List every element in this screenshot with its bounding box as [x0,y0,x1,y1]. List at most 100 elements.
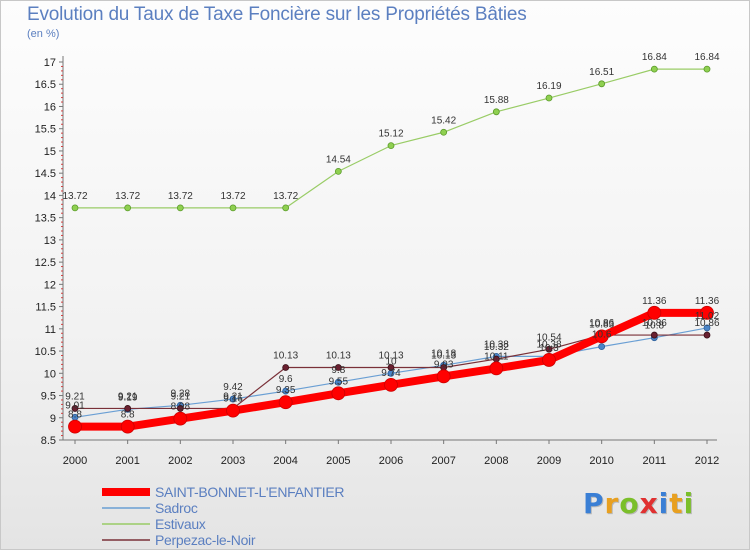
data-label-estivaux: 13.72 [168,191,193,202]
y-tick-label: 8.5 [41,435,56,447]
data-label-estivaux: 15.42 [431,115,456,126]
legend-swatch [102,523,150,525]
data-label-saint-bonnet-l-enfantier: 9.16 [223,394,243,405]
data-label-estivaux: 13.72 [115,191,140,202]
logo-letter: i [683,487,695,520]
data-label-estivaux: 13.72 [62,191,87,202]
data-point-estivaux [545,94,553,102]
data-label-sadroc: 10.8 [645,321,665,332]
data-label-estivaux: 16.19 [536,81,561,92]
y-tick-label: 17 [44,57,56,69]
logo-letter: r [604,487,620,520]
data-point-saint-bonnet-l-enfantier [542,353,556,367]
y-tick-label: 9.5 [41,391,56,403]
y-tick-label: 11.5 [35,302,56,314]
data-label-estivaux: 15.12 [378,129,403,140]
data-label-sadroc: 9.19 [118,392,138,403]
x-tick-label: 2011 [643,455,667,467]
data-point-sadroc [703,324,711,332]
data-label-perpezac-le-noir: 10.86 [694,318,719,329]
data-label-saint-bonnet-l-enfantier: 10.11 [484,351,509,362]
x-tick-label: 2007 [431,455,455,467]
data-label-perpezac-le-noir: 9.21 [118,391,138,402]
chart-data-labels: 8.8 8.88.989.169.359.559.749.9310.1110.31… [62,52,719,421]
data-point-estivaux [440,128,448,136]
logo-letter: x [639,487,659,520]
data-point-saint-bonnet-l-enfantier [173,411,188,426]
data-label-estivaux: 15.88 [484,95,509,106]
data-point-estivaux [124,204,132,212]
data-label-perpezac-le-noir: 10.54 [536,332,561,343]
data-point-estivaux [492,108,500,116]
data-label-saint-bonnet-l-enfantier: 10.83 [589,319,614,330]
x-tick-label: 2006 [379,455,403,467]
data-point-perpezac-le-noir [124,405,132,412]
logo-letter: o [619,487,640,520]
data-label-sadroc: 10.6 [592,330,612,341]
data-point-saint-bonnet-l-enfantier [384,377,398,392]
y-tick-label: 11 [45,324,56,336]
legend-label-sadroc: Sadroc [155,500,198,516]
data-label-estivaux: 13.72 [273,191,298,202]
proxiti-logo: Proxiti [583,487,694,520]
chart-title: Evolution du Taux de Taxe Foncière sur l… [27,4,527,25]
data-point-perpezac-le-noir [703,331,711,339]
y-tick-label: 13 [44,235,56,247]
data-label-saint-bonnet-l-enfantier: 9.74 [381,368,401,379]
data-label-saint-bonnet-l-enfantier: 8.98 [171,402,191,413]
data-label-saint-bonnet-l-enfantier: 11.36 [695,296,720,307]
legend-label-saint-bonnet: SAINT-BONNET-L'ENFANTIER [155,484,345,500]
y-tick-label: 12.5 [35,257,56,269]
data-label-perpezac-le-noir: 10.13 [273,351,298,362]
data-point-saint-bonnet-l-enfantier [120,419,135,434]
data-label-perpezac-le-noir: 10.86 [642,318,667,329]
data-point-estivaux [703,65,711,73]
data-label-sadroc: 9.01 [65,400,85,411]
data-point-saint-bonnet-l-enfantier [278,395,293,410]
legend-swatch [102,539,150,541]
data-point-sadroc [282,387,290,395]
data-label-perpezac-le-noir: 10.32 [484,342,509,353]
data-label-sadroc: 10.18 [431,348,456,359]
data-label-perpezac-le-noir: 10.13 [378,351,403,362]
y-tick-label: 10 [44,368,56,380]
data-point-saint-bonnet-l-enfantier [226,403,240,418]
data-label-saint-bonnet-l-enfantier: 9.93 [434,359,454,370]
y-tick-label: 15.5 [35,124,56,136]
logo-letter: P [583,487,605,520]
data-point-perpezac-le-noir [71,405,79,412]
data-label-estivaux: 16.51 [589,67,614,78]
data-point-perpezac-le-noir [545,345,553,353]
data-label-sadroc: 9.6 [279,374,293,385]
data-label-saint-bonnet-l-enfantier: 11.36 [642,296,667,307]
x-tick-label: 2012 [695,455,719,467]
data-label-saint-bonnet-l-enfantier: 8.8 [68,410,82,421]
legend-swatch [102,488,150,496]
data-label-sadroc: 9.42 [223,382,243,393]
data-label-estivaux: 13.72 [220,191,245,202]
x-tick-label: 2002 [168,455,192,467]
y-tick-label: 16.5 [35,79,56,91]
data-point-perpezac-le-noir [176,405,184,412]
y-tick-label: 14.5 [35,168,56,180]
data-point-estivaux [282,204,290,212]
data-label-saint-bonnet-l-enfantier: 8.8 [121,410,135,421]
data-label-perpezac-le-noir: 9.21 [223,391,243,402]
data-label-saint-bonnet-l-enfantier: 9.35 [276,385,296,396]
data-point-estivaux [650,65,658,73]
data-label-estivaux: 16.84 [642,52,667,63]
data-point-sadroc [334,378,342,386]
y-tick-label: 9 [50,413,56,425]
data-point-estivaux [387,142,395,150]
logo-letter: i [658,487,670,520]
data-label-saint-bonnet-l-enfantier: 9.55 [329,376,349,387]
data-label-perpezac-le-noir: 9.21 [65,391,85,402]
legend-label-perpezac: Perpezac-le-Noir [155,532,256,548]
x-tick-label: 2004 [273,455,297,467]
data-point-sadroc [598,343,606,351]
data-label-perpezac-le-noir: 9.21 [171,391,191,402]
x-tick-label: 2008 [484,455,508,467]
legend-swatch [102,507,150,509]
